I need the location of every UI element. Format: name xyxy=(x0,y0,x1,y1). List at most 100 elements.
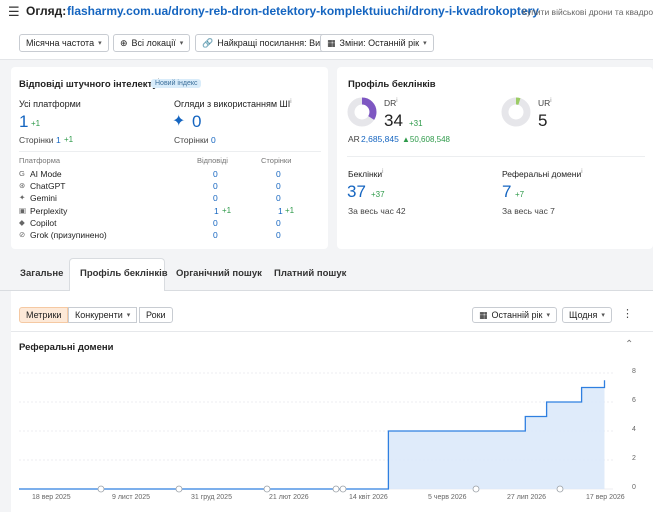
gemini-icon: ✦ xyxy=(19,193,26,203)
frequency-label: Місячна частота xyxy=(26,38,95,48)
x-tick-label: 21 лют 2026 xyxy=(269,494,309,501)
best-links-dropdown[interactable]: 🔗Найкращі посилання: Вимк.▾ xyxy=(195,34,348,52)
backlinks-all-time: За весь час 42 xyxy=(348,206,406,216)
menu-icon[interactable]: ☰ xyxy=(8,4,20,19)
granularity-dropdown[interactable]: Щодня ▾ xyxy=(562,307,612,323)
dr-delta: +31 xyxy=(409,119,423,128)
chart-title: Реферальні домени xyxy=(19,342,114,353)
page-title-text: Купити військові дрони та квадрок xyxy=(522,7,653,17)
filters-bar: Місячна частота ▾ ⊕ Всі локації ▾ 🔗 Найкращі… xyxy=(0,26,653,60)
y-tick-label: 0 xyxy=(632,484,636,491)
event-marker[interactable] xyxy=(339,485,347,493)
collapse-chevron-icon[interactable]: ⌃ xyxy=(625,339,634,350)
sparkle-icon: ✦ xyxy=(172,113,186,130)
platform-answers[interactable]: 0 xyxy=(213,181,218,192)
overviews-pages-label: Сторінки xyxy=(174,135,209,145)
ur-label: URi xyxy=(538,98,552,108)
platform-name: Gemini xyxy=(30,193,57,204)
locations-dropdown[interactable]: ⊕ Всі локації ▾ xyxy=(113,34,191,52)
y-tick-label: 8 xyxy=(632,368,636,375)
changes-label: Зміни: Останній рік xyxy=(339,38,420,48)
platform-pages[interactable]: 1 xyxy=(278,205,283,216)
platform-pages[interactable]: 0 xyxy=(276,230,281,240)
series-area xyxy=(19,380,605,489)
event-marker[interactable] xyxy=(556,485,564,493)
y-tick-label: 6 xyxy=(632,397,636,404)
tab-organic-search[interactable]: Органічний пошук xyxy=(176,268,262,279)
backlinks-label: Беклінкиi xyxy=(348,169,384,179)
best-links-label: Найкращі посилання: Вимк. xyxy=(217,38,333,48)
platform-answers[interactable]: 0 xyxy=(213,230,218,240)
chevron-down-icon: ▾ xyxy=(601,312,605,319)
ar-value[interactable]: 2,685,845 xyxy=(361,134,399,144)
platform-answers[interactable]: 0 xyxy=(213,169,218,179)
platform-answers[interactable]: 1 xyxy=(214,205,219,216)
event-marker[interactable] xyxy=(175,485,183,493)
tab-paid-search[interactable]: Платний пошук xyxy=(274,268,347,279)
col-platform: Платформа xyxy=(19,156,61,165)
platform-pages[interactable]: 0 xyxy=(276,181,281,192)
changes-dropdown[interactable]: ▦ Зміни: Останній рік ▾ xyxy=(320,34,434,52)
top-bar: ☰ Огляд: flasharmy.com.ua/drony-reb-dron… xyxy=(0,0,653,26)
platform-answers-delta: +1 xyxy=(222,205,232,215)
platform-row: ◆ Copilot 0 0 xyxy=(19,218,319,230)
divider xyxy=(347,156,645,157)
ar-label: AR xyxy=(348,134,360,144)
all-platforms-delta: +1 xyxy=(31,119,41,128)
pages-value[interactable]: 1 xyxy=(56,135,61,145)
tab-backlink-profile[interactable]: Профіль беклінків xyxy=(80,268,168,279)
metrics-toggle[interactable]: Метрики xyxy=(19,307,69,323)
chevron-down-icon: ▾ xyxy=(423,40,427,47)
platform-pages[interactable]: 0 xyxy=(276,193,281,204)
calendar-icon: ▦ xyxy=(327,37,336,48)
new-index-badge: Новий індекс xyxy=(151,79,202,88)
globe-icon: ⊕ xyxy=(120,37,128,48)
event-marker[interactable] xyxy=(97,485,105,493)
pages-label: Сторінки xyxy=(19,135,54,145)
y-tick-label: 2 xyxy=(632,455,636,462)
refdomains-all-time: За весь час 7 xyxy=(502,206,555,216)
series-line xyxy=(19,380,606,490)
refdomains-value[interactable]: 7 xyxy=(502,182,512,201)
frequency-dropdown[interactable]: Місячна частота ▾ xyxy=(19,34,109,52)
ar-delta: ▲50,608,548 xyxy=(402,135,450,144)
more-options-icon[interactable]: ⋮ xyxy=(622,308,633,320)
competitors-dropdown[interactable]: Конкуренти ▾ xyxy=(68,307,138,323)
page-url-link[interactable]: flasharmy.com.ua/drony-reb-dron-detektor… xyxy=(67,4,539,18)
platform-name: ChatGPT xyxy=(30,181,66,192)
all-platforms-value[interactable]: 1 xyxy=(19,112,29,131)
ai-overviews-value[interactable]: 0 xyxy=(192,112,202,131)
event-marker[interactable] xyxy=(472,485,480,493)
backlink-profile-card xyxy=(337,67,653,249)
x-tick-label: 5 черв 2026 xyxy=(428,494,467,501)
event-marker[interactable] xyxy=(263,485,271,493)
divider xyxy=(11,331,653,332)
x-tick-label: 27 лип 2026 xyxy=(507,494,547,501)
platform-pages[interactable]: 0 xyxy=(276,217,281,228)
overviews-pages-value[interactable]: 0 xyxy=(211,135,216,145)
x-tick-label: 17 вер 2026 xyxy=(586,494,625,501)
range-dropdown[interactable]: ▦ Останній рік ▾ xyxy=(472,307,557,323)
range-label: Останній рік xyxy=(491,310,543,320)
chevron-down-icon: ▾ xyxy=(98,40,102,47)
platform-name: Copilot xyxy=(30,217,57,228)
platform-answers[interactable]: 0 xyxy=(213,193,218,204)
platform-answers[interactable]: 0 xyxy=(213,217,218,228)
copilot-icon: ◆ xyxy=(19,217,25,227)
dr-donut xyxy=(347,97,377,127)
link-icon: 🔗 xyxy=(202,37,214,48)
chevron-down-icon: ▾ xyxy=(546,312,550,319)
tab-overview[interactable]: Загальне xyxy=(20,268,64,279)
years-toggle[interactable]: Роки xyxy=(139,307,173,323)
backlinks-value[interactable]: 37 xyxy=(347,182,366,201)
granularity-label: Щодня xyxy=(569,310,598,320)
platform-name: Grok (призупинено) xyxy=(30,230,107,240)
grok-icon: ⊘ xyxy=(19,230,26,239)
x-tick-label: 18 вер 2025 xyxy=(32,494,71,501)
ai-overviews-label: Огляди з використанням ШІi xyxy=(174,99,292,109)
event-marker[interactable] xyxy=(332,485,340,493)
platform-pages[interactable]: 0 xyxy=(276,169,281,179)
perplexity-icon: ▣ xyxy=(19,205,27,215)
y-tick-label: 4 xyxy=(632,426,636,433)
col-answers: Відповіді xyxy=(197,156,228,165)
